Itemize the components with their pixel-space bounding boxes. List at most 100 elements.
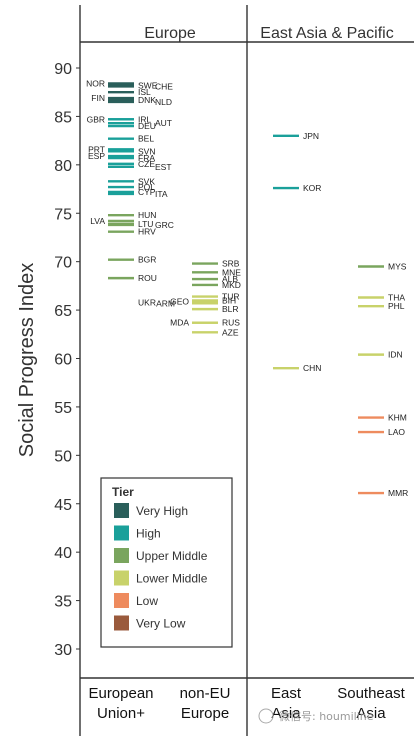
point-label-mkd: MKD bbox=[222, 280, 241, 290]
y-tick-label: 70 bbox=[54, 255, 72, 272]
point-label-mne: MNE bbox=[222, 267, 241, 277]
point-label-che: CHE bbox=[155, 81, 173, 91]
point-label-prt: PRT bbox=[88, 144, 105, 154]
point-label-kor: KOR bbox=[303, 183, 321, 193]
point-label-dnk: DNK bbox=[138, 95, 156, 105]
point-label-cze: CZE bbox=[138, 159, 155, 169]
point-label-bgr: BGR bbox=[138, 255, 156, 265]
legend-label: Very Low bbox=[136, 617, 186, 631]
point-label-mmr: MMR bbox=[388, 488, 408, 498]
y-tick-label: 30 bbox=[54, 642, 72, 659]
point-label-phl: PHL bbox=[388, 301, 405, 311]
point-label-mda: MDA bbox=[170, 318, 189, 328]
point-label-aze: AZE bbox=[222, 327, 239, 337]
category-label-line: Asia bbox=[356, 705, 386, 722]
y-tick-label: 90 bbox=[54, 61, 72, 78]
legend-swatch bbox=[114, 503, 129, 518]
point-label-bih: BIH bbox=[222, 295, 236, 305]
y-tick-label: 50 bbox=[54, 448, 72, 465]
point-label-lva: LVA bbox=[90, 216, 105, 226]
point-label-fra: FRA bbox=[138, 153, 155, 163]
point-label-swe: SWE bbox=[138, 80, 158, 90]
point-label-est: EST bbox=[155, 162, 172, 172]
point-label-rou: ROU bbox=[138, 273, 157, 283]
point-label-pol: POL bbox=[138, 182, 155, 192]
watermark: 微信号: houmiline bbox=[258, 708, 374, 724]
point-label-gbr: GBR bbox=[87, 114, 105, 124]
point-label-bel: BEL bbox=[138, 134, 154, 144]
legend-swatch bbox=[114, 570, 129, 586]
point-label-nor: NOR bbox=[86, 78, 105, 88]
legend-swatch bbox=[114, 593, 129, 608]
point-label-blr: BLR bbox=[222, 304, 239, 314]
point-label-aut: AUT bbox=[155, 118, 172, 128]
category-label: non-EU Europe bbox=[180, 685, 231, 722]
point-label-geo: GEO bbox=[170, 296, 189, 306]
chart-frame bbox=[79, 5, 414, 736]
legend-label: Low bbox=[136, 594, 158, 608]
y-tick-label: 65 bbox=[54, 303, 72, 320]
watermark-text: 微信号: houmiline bbox=[279, 709, 374, 723]
point-label-mys: MYS bbox=[388, 262, 407, 272]
legend-swatch bbox=[114, 548, 129, 563]
point-label-deu: DEU bbox=[138, 121, 156, 131]
point-label-jpn: JPN bbox=[303, 131, 319, 141]
point-label-hrv: HRV bbox=[138, 227, 156, 237]
facet-europe: Europe bbox=[144, 25, 196, 42]
facet-east-asia-pacific: East Asia & Pacific bbox=[260, 25, 393, 42]
facet-headers: Europe East Asia & Pacific bbox=[144, 25, 393, 42]
point-label-ita: ITA bbox=[155, 189, 168, 199]
y-tick-label: 80 bbox=[54, 158, 72, 175]
legend-label: High bbox=[136, 527, 161, 541]
point-label-svn: SVN bbox=[138, 146, 155, 156]
point-label-nld: NLD bbox=[155, 97, 172, 107]
y-tick-label: 40 bbox=[54, 545, 72, 562]
point-label-cyp: CYP bbox=[138, 187, 156, 197]
y-tick-label: 75 bbox=[54, 206, 72, 223]
legend-label: Lower Middle bbox=[136, 572, 208, 586]
y-axis-title: Social Progress Index bbox=[16, 263, 38, 458]
point-label-hun: HUN bbox=[138, 210, 156, 220]
point-label-ltu: LTU bbox=[138, 219, 153, 229]
y-tick-label: 60 bbox=[54, 352, 72, 369]
point-label-esp: ESP bbox=[88, 151, 105, 161]
category-label-line: non-EU bbox=[180, 685, 231, 702]
y-tick-label: 85 bbox=[54, 109, 72, 126]
point-label-idn: IDN bbox=[388, 350, 403, 360]
category-label-line: Europe bbox=[181, 705, 229, 722]
legend-swatch bbox=[114, 525, 129, 541]
point-label-grc: GRC bbox=[155, 220, 174, 230]
point-label-arm: ARM bbox=[156, 298, 175, 308]
legend-label: Very High bbox=[136, 504, 188, 518]
point-label-irl: IRL bbox=[138, 114, 152, 124]
y-tick-label: 45 bbox=[54, 497, 72, 514]
wechat-icon bbox=[258, 708, 274, 724]
point-label-isl: ISL bbox=[138, 87, 151, 97]
point-label-svk: SVK bbox=[138, 176, 155, 186]
point-label-fin: FIN bbox=[91, 93, 105, 103]
category-label: East Asia bbox=[271, 685, 302, 722]
point-label-ukr: UKR bbox=[138, 297, 156, 307]
legend-label: Upper Middle bbox=[136, 549, 208, 563]
point-label-srb: SRB bbox=[222, 259, 240, 269]
point-label-chn: CHN bbox=[303, 363, 321, 373]
category-label-line: Union+ bbox=[97, 705, 145, 722]
y-tick-label: 55 bbox=[54, 400, 72, 417]
point-label-khm: KHM bbox=[388, 413, 407, 423]
y-axis: 30 35 40 45 50 55 60 65 70 75 80 85 90 Social Progres… bbox=[16, 61, 80, 659]
point-label-tur: TUR bbox=[222, 292, 239, 302]
category-label-line: European bbox=[88, 685, 153, 702]
category-label: Southeast Asia bbox=[337, 685, 405, 722]
legend-swatch bbox=[114, 615, 129, 631]
y-tick-label: 35 bbox=[54, 594, 72, 611]
point-label-tha: THA bbox=[388, 292, 405, 302]
category-label: European Union+ bbox=[88, 685, 153, 722]
point-label-rus: RUS bbox=[222, 318, 240, 328]
point-label-alb: ALB bbox=[222, 274, 238, 284]
category-label-line: Asia bbox=[271, 705, 301, 722]
category-label-line: East bbox=[271, 685, 302, 702]
